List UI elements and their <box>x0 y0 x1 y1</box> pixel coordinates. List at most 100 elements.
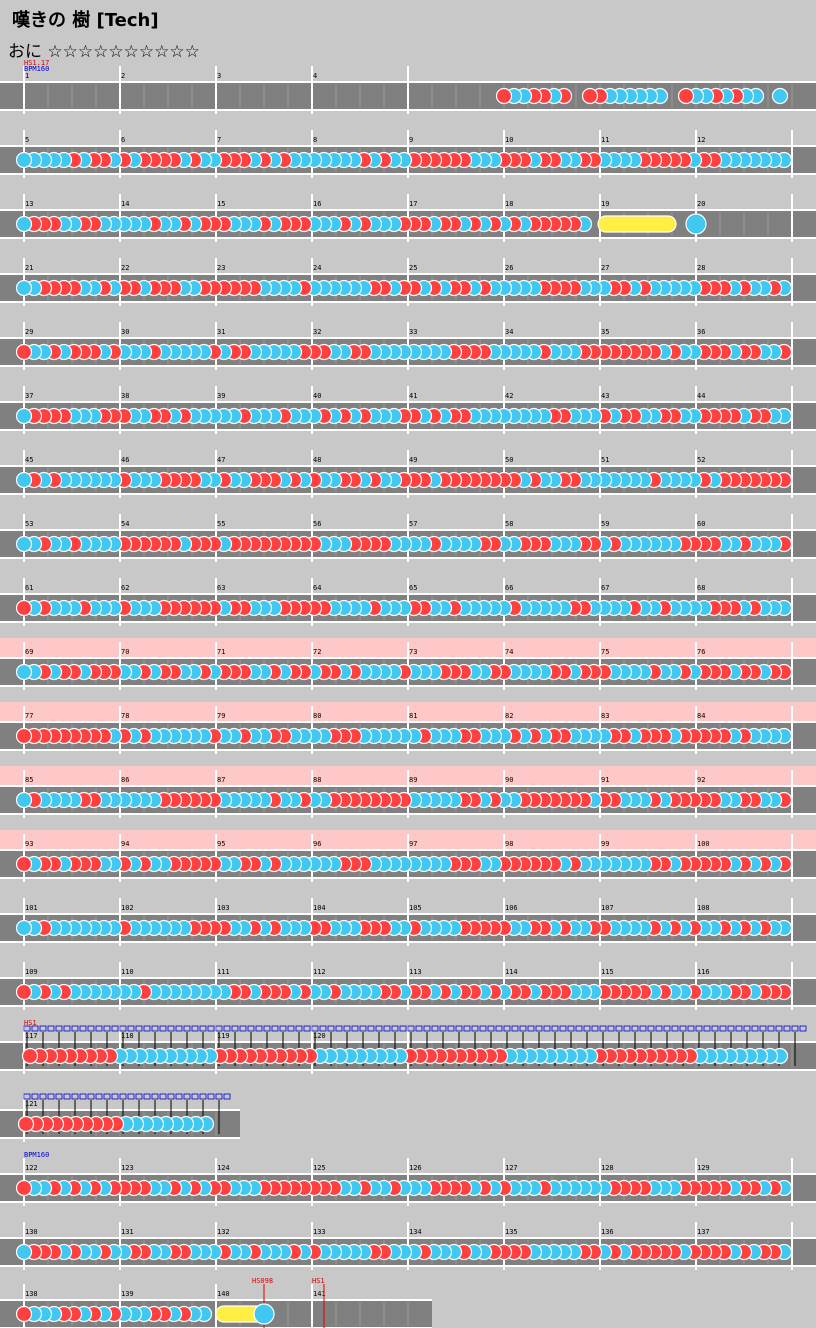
measure-number: 140 <box>217 1290 230 1298</box>
chart-row: 121 <box>0 1093 240 1142</box>
measure-number: 37 <box>25 392 33 400</box>
measure-number: 35 <box>601 328 609 336</box>
measure-number: 86 <box>121 776 129 784</box>
measure-number: 88 <box>313 776 321 784</box>
bpm-change-mark <box>167 1093 175 1100</box>
measure-number: 92 <box>697 776 705 784</box>
bpm-change-mark <box>87 1025 95 1032</box>
measure-number: 17 <box>409 200 417 208</box>
bpm-change-mark <box>479 1025 487 1032</box>
bpm-change-mark <box>263 1025 271 1032</box>
drumroll-note <box>597 215 677 233</box>
ka-note <box>15 407 33 425</box>
bpm-change-mark <box>95 1093 103 1100</box>
measure-number: 80 <box>313 712 321 720</box>
chart-row: 37 38 39 40 41 42 43 44 <box>0 386 816 434</box>
measure-number: 109 <box>25 968 38 976</box>
bpm-change-mark <box>735 1025 743 1032</box>
measure-number: 32 <box>313 328 321 336</box>
measure-number: 36 <box>697 328 705 336</box>
measure-number: 79 <box>217 712 225 720</box>
measure-number: 16 <box>313 200 321 208</box>
bpm-change-mark <box>159 1093 167 1100</box>
ka-note <box>15 663 33 681</box>
bpm-change-mark <box>223 1025 231 1032</box>
bpm-change-mark <box>711 1025 719 1032</box>
bpm-change-mark <box>215 1025 223 1032</box>
bpm-change-mark <box>311 1025 319 1032</box>
bpm-change-mark <box>703 1025 711 1032</box>
bpm-change-mark <box>103 1093 111 1100</box>
bpm-change-mark <box>543 1025 551 1032</box>
measure-number: 94 <box>121 840 129 848</box>
chart-row: 5 6 7 8 9 10 11 12 <box>0 130 816 178</box>
measure-number: 118 <box>121 1032 134 1040</box>
measure-number: 110 <box>121 968 134 976</box>
measure-number: 134 <box>409 1228 422 1236</box>
measure-number: 100 <box>697 840 710 848</box>
bpm-change-mark <box>327 1025 335 1032</box>
measure-number: 57 <box>409 520 417 528</box>
measure-number: 75 <box>601 648 609 656</box>
chart-row: 122 123 124 125 126 127 128 129 BPM160 <box>0 1151 816 1206</box>
measure-number: 82 <box>505 712 513 720</box>
measure-number: 7 <box>217 136 221 144</box>
measure-number: 1 <box>25 72 29 80</box>
bpm-change-mark <box>647 1025 655 1032</box>
measure-number: 29 <box>25 328 33 336</box>
bpm-change-mark <box>511 1025 519 1032</box>
ka-note <box>253 1303 275 1325</box>
bpm-change-mark <box>215 1093 223 1100</box>
bpm-change-mark <box>55 1025 63 1032</box>
measure-number: 58 <box>505 520 513 528</box>
measure-number: 26 <box>505 264 513 272</box>
bpm-change-mark <box>191 1025 199 1032</box>
bpm-change-mark <box>63 1093 71 1100</box>
bpm-change-mark <box>455 1025 463 1032</box>
measure-number: 27 <box>601 264 609 272</box>
measure-number: 22 <box>121 264 129 272</box>
measure-number: 127 <box>505 1164 518 1172</box>
bpm-change-mark <box>631 1025 639 1032</box>
don-note <box>15 855 33 873</box>
bpm-change-mark <box>63 1025 71 1032</box>
measure-number: 25 <box>409 264 417 272</box>
measure-number: 91 <box>601 776 609 784</box>
measure-number: 84 <box>697 712 705 720</box>
ka-note <box>15 215 33 233</box>
bpm-change-mark <box>415 1025 423 1032</box>
measure-number: 123 <box>121 1164 134 1172</box>
bpm-change-mark <box>23 1025 31 1032</box>
measure-number: 112 <box>313 968 326 976</box>
measure-number: 125 <box>313 1164 326 1172</box>
bpm-change-mark <box>599 1025 607 1032</box>
bpm-change-mark <box>607 1025 615 1032</box>
bpm-change-mark <box>143 1025 151 1032</box>
chart-row: 29 30 31 32 33 34 35 36 <box>0 322 816 370</box>
bpm-change-mark <box>687 1025 695 1032</box>
bpm-change-mark <box>527 1025 535 1032</box>
don-note <box>15 599 33 617</box>
measure-number: 2 <box>121 72 125 80</box>
bpm-change-mark <box>71 1025 79 1032</box>
measure-number: 115 <box>601 968 614 976</box>
bpm-change-mark <box>111 1025 119 1032</box>
measure-number: 61 <box>25 584 33 592</box>
chart-row: 117 118 119 120 HS1 <box>0 1019 816 1074</box>
don-note <box>15 983 33 1001</box>
measure-number: 38 <box>121 392 129 400</box>
measure-number: 55 <box>217 520 225 528</box>
measure-number: 113 <box>409 968 422 976</box>
bpm-change-mark <box>223 1093 231 1100</box>
measure-number: 45 <box>25 456 33 464</box>
don-note <box>15 727 33 745</box>
bpm-change-mark <box>103 1025 111 1032</box>
measure-number: 111 <box>217 968 230 976</box>
bpm-change-mark <box>87 1093 95 1100</box>
bpm-change-mark <box>495 1025 503 1032</box>
measure-number: 108 <box>697 904 710 912</box>
bpm-change-mark <box>463 1025 471 1032</box>
bpm-change-mark <box>231 1025 239 1032</box>
measure-number: 54 <box>121 520 129 528</box>
bpm-change-mark <box>31 1025 39 1032</box>
